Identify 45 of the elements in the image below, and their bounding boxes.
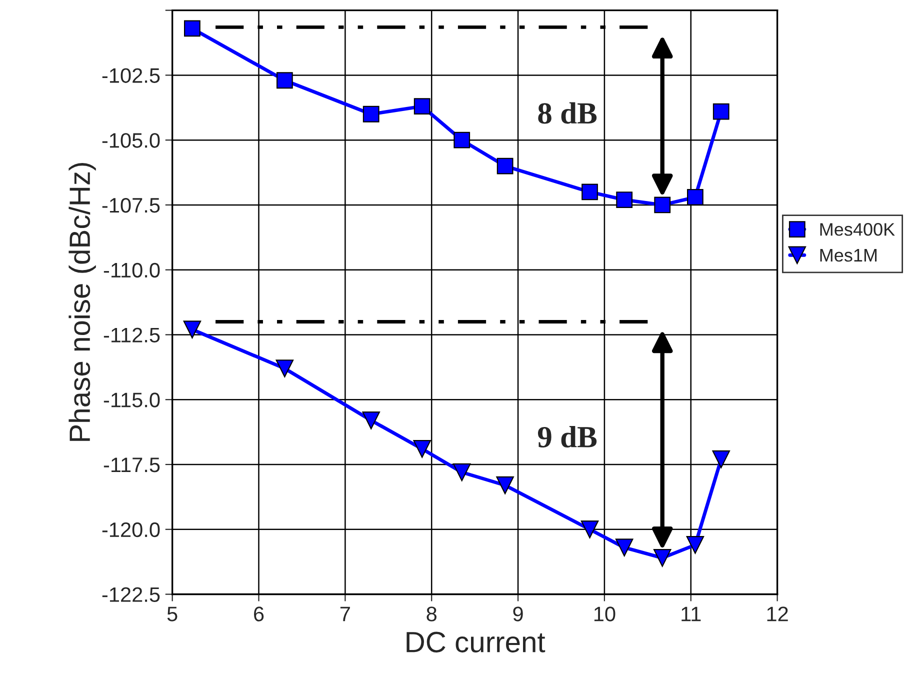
x-tick-label: 6 bbox=[254, 606, 264, 622]
x-tick-label: 7 bbox=[340, 606, 350, 622]
annotation: 9 dB bbox=[538, 426, 597, 448]
point bbox=[582, 184, 598, 200]
point bbox=[687, 188, 704, 206]
point bbox=[580, 520, 599, 538]
x-tick-label: 10 bbox=[594, 606, 616, 622]
y-tick-label: -105.0 bbox=[102, 133, 160, 148]
point bbox=[653, 549, 672, 567]
point bbox=[184, 20, 200, 37]
point bbox=[686, 536, 704, 554]
y-tick-label: -122.5 bbox=[102, 587, 160, 602]
y-axis-title: Phase noise (dBc/Hz) bbox=[68, 163, 96, 441]
point bbox=[496, 476, 514, 494]
y-tick-label: -120.0 bbox=[102, 522, 160, 538]
point bbox=[654, 196, 671, 214]
x-tick-label: 8 bbox=[426, 606, 436, 622]
y-tick-label: -107.5 bbox=[102, 198, 160, 213]
legend-label: Mes1M bbox=[820, 249, 877, 262]
x-tick-label: 5 bbox=[167, 606, 178, 622]
point bbox=[496, 158, 514, 174]
y-tick-label: -115.0 bbox=[104, 392, 160, 408]
point bbox=[616, 192, 633, 208]
point bbox=[712, 103, 730, 120]
point bbox=[362, 411, 380, 430]
x-tick-label: 12 bbox=[767, 606, 788, 622]
x-tick-label: 11 bbox=[682, 606, 701, 622]
point bbox=[276, 72, 293, 89]
x-tick-label: 9 bbox=[513, 606, 523, 622]
point bbox=[413, 440, 431, 458]
point bbox=[712, 450, 730, 468]
point bbox=[452, 463, 471, 482]
point bbox=[183, 320, 202, 338]
point bbox=[454, 132, 470, 148]
point bbox=[276, 360, 294, 378]
y-tick-label: -117.5 bbox=[104, 458, 160, 472]
point bbox=[362, 106, 380, 122]
point bbox=[414, 98, 430, 115]
y-tick-label: -110.0 bbox=[104, 262, 160, 278]
legend-label: Mes400K bbox=[820, 223, 895, 236]
point bbox=[615, 538, 634, 556]
x-axis-title: DC current bbox=[406, 632, 546, 652]
y-tick-label: -112.5 bbox=[104, 328, 160, 342]
annotation: 8 dB bbox=[538, 102, 597, 124]
y-tick-label: -102.5 bbox=[102, 68, 160, 83]
